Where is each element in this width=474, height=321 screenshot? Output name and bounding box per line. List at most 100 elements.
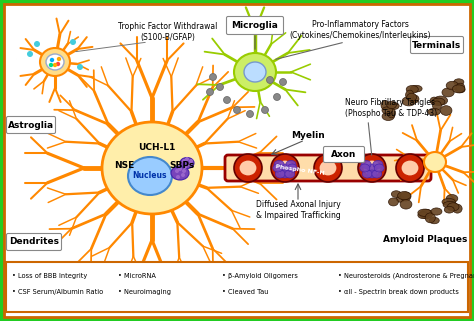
Ellipse shape [410, 95, 419, 103]
Ellipse shape [374, 164, 384, 172]
Ellipse shape [319, 160, 337, 176]
Circle shape [181, 173, 185, 177]
FancyBboxPatch shape [7, 233, 62, 250]
Text: Myelin: Myelin [291, 131, 325, 140]
Ellipse shape [367, 164, 377, 172]
Circle shape [53, 63, 57, 67]
Ellipse shape [432, 101, 441, 110]
Text: Pro-Inflammatory Factors
(Cytokines/Chemokines/Interleukins): Pro-Inflammatory Factors (Cytokines/Chem… [289, 20, 431, 40]
Ellipse shape [443, 201, 457, 208]
Ellipse shape [425, 213, 435, 223]
Ellipse shape [424, 152, 446, 172]
Ellipse shape [239, 160, 257, 176]
Ellipse shape [273, 164, 283, 172]
Ellipse shape [401, 192, 411, 201]
Text: Dendrites: Dendrites [9, 238, 59, 247]
Ellipse shape [381, 100, 389, 110]
Ellipse shape [392, 191, 401, 197]
Ellipse shape [360, 164, 370, 172]
Circle shape [273, 93, 281, 100]
Text: • CSF Serum/Albumin Ratio: • CSF Serum/Albumin Ratio [12, 289, 103, 295]
Ellipse shape [429, 217, 439, 224]
Ellipse shape [396, 154, 424, 182]
Text: • Loss of BBB Integrity: • Loss of BBB Integrity [12, 273, 87, 279]
Ellipse shape [432, 98, 445, 106]
Text: Microglia: Microglia [232, 21, 278, 30]
Text: Phospho NF-H: Phospho NF-H [275, 164, 325, 176]
Ellipse shape [373, 160, 383, 169]
Text: Trophic Factor Withdrawal
(S100-B/GFAP): Trophic Factor Withdrawal (S100-B/GFAP) [118, 22, 218, 42]
Ellipse shape [363, 160, 381, 176]
Ellipse shape [442, 198, 456, 205]
Ellipse shape [362, 170, 372, 178]
FancyBboxPatch shape [4, 4, 470, 317]
Circle shape [207, 89, 213, 96]
Ellipse shape [285, 170, 295, 178]
Ellipse shape [361, 160, 371, 169]
Ellipse shape [389, 198, 398, 206]
Ellipse shape [420, 209, 433, 219]
Ellipse shape [401, 160, 419, 176]
Ellipse shape [430, 97, 438, 104]
Ellipse shape [314, 154, 342, 182]
Circle shape [217, 83, 224, 91]
Text: Astroglia: Astroglia [8, 120, 54, 129]
Ellipse shape [452, 85, 465, 93]
Circle shape [188, 163, 192, 167]
Ellipse shape [402, 97, 416, 106]
Circle shape [34, 41, 40, 47]
Ellipse shape [382, 107, 392, 114]
Ellipse shape [382, 112, 394, 120]
Ellipse shape [287, 164, 297, 172]
Text: Diffused Axonal Injury
& Impaired Trafficking: Diffused Axonal Injury & Impaired Traffi… [255, 200, 340, 220]
Circle shape [182, 169, 186, 173]
Text: • Neuroimaging: • Neuroimaging [118, 289, 171, 295]
Text: • β-Amyloid Oligomers: • β-Amyloid Oligomers [222, 273, 298, 279]
Ellipse shape [396, 196, 404, 202]
Ellipse shape [454, 79, 464, 85]
Circle shape [27, 51, 33, 57]
Ellipse shape [171, 166, 189, 180]
Ellipse shape [234, 154, 262, 182]
Circle shape [50, 58, 54, 62]
Ellipse shape [428, 108, 440, 115]
Text: Nucleus: Nucleus [133, 171, 167, 180]
Ellipse shape [418, 209, 431, 216]
FancyBboxPatch shape [323, 146, 365, 162]
Ellipse shape [274, 160, 284, 169]
Ellipse shape [446, 195, 458, 203]
Ellipse shape [244, 62, 266, 82]
Ellipse shape [276, 160, 294, 176]
FancyBboxPatch shape [410, 37, 464, 54]
FancyBboxPatch shape [7, 117, 55, 134]
Text: • Cleaved Tau: • Cleaved Tau [222, 289, 268, 295]
Circle shape [280, 79, 286, 85]
Ellipse shape [456, 83, 465, 92]
Ellipse shape [358, 154, 386, 182]
Ellipse shape [390, 103, 399, 109]
Ellipse shape [46, 54, 64, 70]
Text: • αII - Spectrin break down products: • αII - Spectrin break down products [338, 289, 459, 295]
FancyBboxPatch shape [227, 16, 283, 34]
Ellipse shape [372, 170, 382, 178]
Ellipse shape [128, 157, 172, 195]
Circle shape [210, 74, 217, 81]
FancyBboxPatch shape [6, 262, 468, 312]
FancyBboxPatch shape [225, 155, 431, 181]
Ellipse shape [398, 192, 411, 200]
Ellipse shape [271, 154, 299, 182]
Ellipse shape [367, 170, 377, 178]
Circle shape [175, 169, 179, 173]
Text: UCH-L1: UCH-L1 [138, 143, 176, 152]
Ellipse shape [446, 81, 458, 90]
Ellipse shape [407, 93, 417, 101]
Ellipse shape [453, 204, 462, 213]
Circle shape [70, 39, 76, 45]
Circle shape [246, 110, 254, 117]
Circle shape [176, 175, 180, 179]
Text: Neuro Fibrillary Tangles
(Phospho Tau & TDP-43): Neuro Fibrillary Tangles (Phospho Tau & … [345, 98, 437, 118]
Ellipse shape [418, 212, 428, 219]
Ellipse shape [455, 87, 465, 93]
Circle shape [77, 64, 83, 70]
Ellipse shape [180, 158, 194, 169]
